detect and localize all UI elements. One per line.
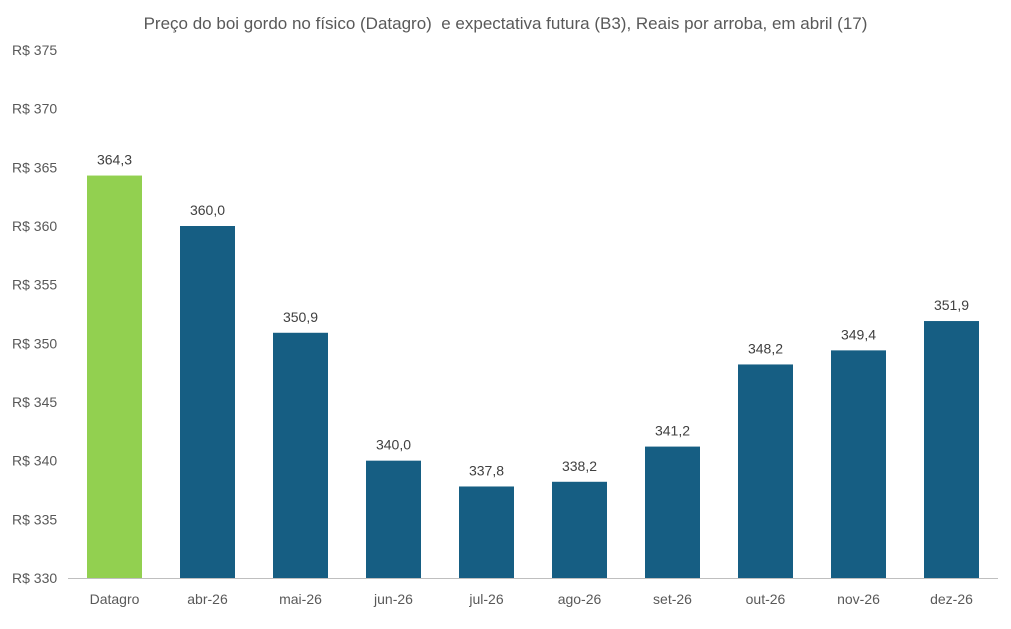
x-tick-label-abr-26: abr-26 [187,591,228,607]
y-tick-label: R$ 370 [12,101,57,117]
chart-title: Preço do boi gordo no físico (Datagro) e… [143,14,868,33]
y-tick-label: R$ 340 [12,453,57,469]
y-tick-label: R$ 360 [12,218,57,234]
x-tick-label-dez-26: dez-26 [930,591,973,607]
x-tick-label-jul-26: jul-26 [468,591,503,607]
x-axis: Datagro abr-26 mai-26 jun-26 jul-26 ago-26 set… [90,591,974,607]
data-labels: 364,3 360,0 350,9 340,0 337,8 338,2 341,2 348,2… [97,152,969,479]
bar-abr-26 [180,226,235,578]
data-label-out-26: 348,2 [748,340,783,356]
data-label-ago-26: 338,2 [562,458,597,474]
x-tick-label-set-26: set-26 [653,591,692,607]
bar-jul-26 [459,486,514,578]
bar-mai-26 [273,332,328,578]
y-tick-label: R$ 355 [12,277,57,293]
data-label-jul-26: 337,8 [469,462,504,478]
data-label-Datagro: 364,3 [97,152,132,168]
data-label-nov-26: 349,4 [841,326,876,342]
bar-set-26 [645,446,700,578]
data-label-mai-26: 350,9 [283,309,318,325]
bar-ago-26 [552,481,607,578]
bar-jun-26 [366,460,421,578]
y-tick-label: R$ 375 [12,42,57,58]
bar-Datagro [87,175,142,578]
data-label-dez-26: 351,9 [934,297,969,313]
x-tick-label-mai-26: mai-26 [279,591,322,607]
data-label-abr-26: 360,0 [190,202,225,218]
bar-nov-26 [831,350,886,578]
y-axis: R$ 330 R$ 335 R$ 340 R$ 345 R$ 350 R$ 355 R$ 3… [12,42,57,586]
data-label-jun-26: 340,0 [376,437,411,453]
y-tick-label: R$ 330 [12,570,57,586]
y-tick-label: R$ 335 [12,511,57,527]
y-tick-label: R$ 365 [12,159,57,175]
y-tick-label: R$ 350 [12,335,57,351]
bars-group [87,175,979,578]
x-tick-label-out-26: out-26 [746,591,786,607]
bar-out-26 [738,364,793,578]
y-tick-label: R$ 345 [12,394,57,410]
x-tick-label-jun-26: jun-26 [373,591,413,607]
x-tick-label-nov-26: nov-26 [837,591,880,607]
x-tick-label-ago-26: ago-26 [558,591,602,607]
bar-dez-26 [924,321,979,578]
x-tick-label-Datagro: Datagro [90,591,140,607]
data-label-set-26: 341,2 [655,423,690,439]
